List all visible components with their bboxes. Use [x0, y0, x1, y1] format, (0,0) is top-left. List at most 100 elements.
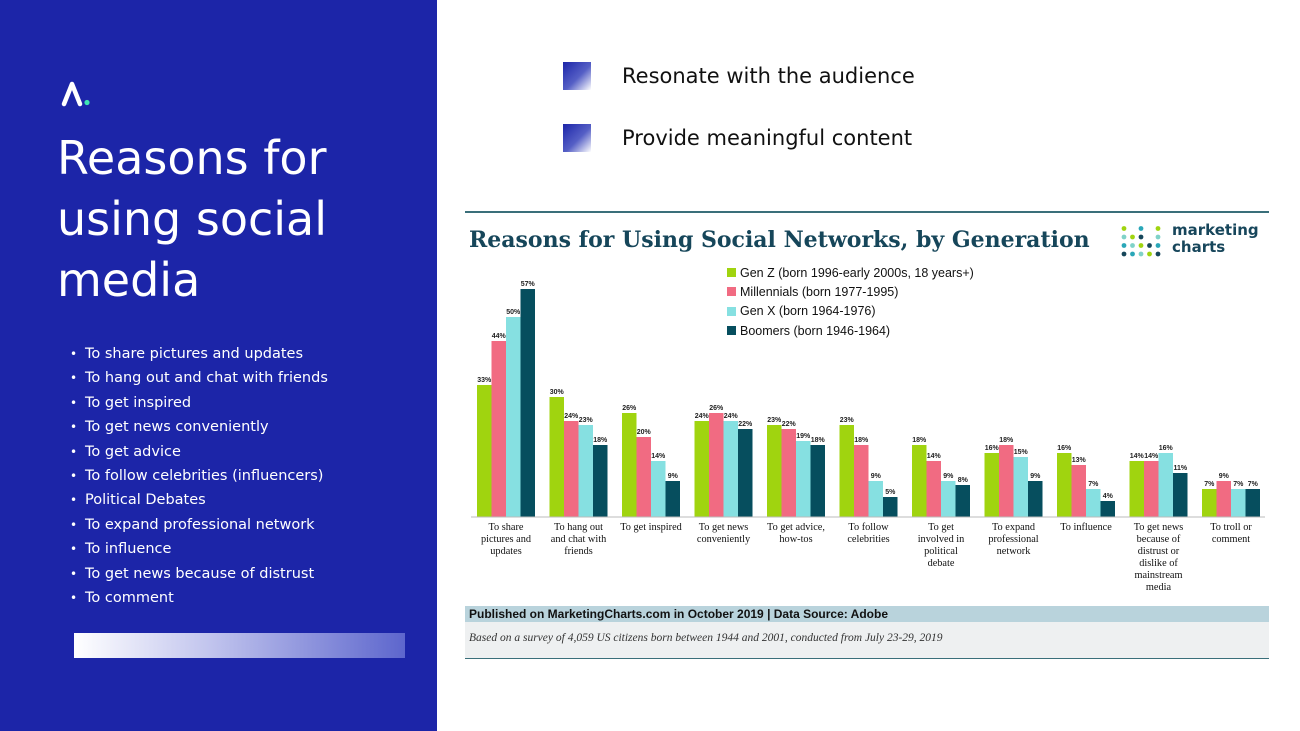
bar-value-label: 44% — [492, 333, 507, 340]
bar-value-label: 14% — [927, 453, 942, 460]
bar — [1202, 489, 1217, 517]
bar — [694, 421, 709, 517]
logo-dot — [1121, 251, 1127, 257]
bar — [839, 425, 854, 517]
bullet-item: To follow celebrities (influencers) — [70, 464, 328, 488]
bar — [883, 497, 898, 517]
bar — [738, 429, 753, 517]
slide-title: Reasons for using social media — [57, 131, 328, 307]
chart-title: Reasons for Using Social Networks, by Ge… — [469, 227, 1090, 253]
point-text: Resonate with the audience — [622, 64, 915, 88]
bar-value-label: 15% — [1014, 449, 1029, 456]
bar — [1129, 461, 1144, 517]
bar-value-label: 7% — [1204, 481, 1215, 488]
bullet-item: Political Debates — [70, 488, 328, 512]
bullet-item: To hang out and chat with friends — [70, 366, 328, 390]
bar — [1057, 453, 1072, 517]
chart-legend: Gen Z (born 1996-early 2000s, 18 years+)… — [727, 263, 974, 340]
legend-label: Gen X (born 1964-1976) — [740, 304, 876, 319]
legend-item: Millennials (born 1977-1995) — [727, 282, 974, 301]
bar-value-label: 18% — [999, 437, 1014, 444]
bar-value-label: 9% — [668, 473, 679, 480]
category-label: To get advice, how-tos — [767, 522, 825, 545]
bar — [520, 289, 535, 517]
square-bullet-icon — [563, 124, 591, 152]
category-label: To get news because of distrust or dislike … — [1134, 522, 1184, 593]
bar — [999, 445, 1014, 517]
bar-chart: 33% 44% 50% 57% To share pictures and updates 3… — [471, 281, 1265, 593]
bar — [984, 453, 999, 517]
logo-dot — [1138, 243, 1144, 248]
bullet-item: To share pictures and updates — [70, 342, 328, 366]
bar — [1028, 481, 1043, 517]
chart-note: Based on a survey of 4,059 US citizens b… — [469, 632, 943, 644]
bar-value-label: 22% — [738, 421, 753, 428]
bar-value-label: 14% — [1130, 453, 1145, 460]
bullet-item: To get news conveniently — [70, 415, 328, 439]
bar — [1100, 501, 1115, 517]
bar — [1071, 465, 1086, 517]
bar-value-label: 7% — [1233, 481, 1244, 488]
bar-value-label: 18% — [854, 437, 869, 444]
bar-value-label: 9% — [871, 473, 882, 480]
bar — [868, 481, 883, 517]
bar-value-label: 26% — [622, 405, 637, 412]
logo-dot — [1155, 234, 1161, 240]
legend-label: Boomers (born 1946-1964) — [740, 323, 891, 338]
bar — [651, 461, 666, 517]
bar-value-label: 16% — [1159, 445, 1174, 452]
bar — [477, 385, 492, 517]
bar — [912, 445, 927, 517]
category-label: To troll or comment — [1210, 522, 1252, 545]
logo-dot — [1155, 226, 1161, 231]
bar-value-label: 11% — [1173, 465, 1187, 472]
logo-dot — [1138, 226, 1144, 231]
bar-value-label: 18% — [912, 437, 927, 444]
bullet-item: To expand professional network — [70, 513, 328, 537]
logo-dot — [1138, 251, 1144, 257]
category-label: To hang out and chat with friends — [551, 522, 607, 557]
bar — [491, 341, 506, 517]
legend-label: Gen Z (born 1996-early 2000s, 18 years+) — [740, 265, 974, 280]
bar-value-label: 16% — [985, 445, 1000, 452]
bar — [709, 413, 724, 517]
bar-value-label: 23% — [579, 417, 594, 424]
chart-image: Reasons for Using Social Networks, by Ge… — [465, 211, 1269, 659]
bar-value-label: 26% — [709, 405, 724, 412]
bar — [955, 485, 970, 517]
point-meaningful-content: Provide meaningful content — [563, 124, 912, 152]
bar-value-label: 9% — [1219, 473, 1230, 480]
bar — [506, 317, 521, 517]
legend-swatch — [727, 306, 736, 316]
legend-swatch — [727, 268, 736, 278]
bullet-item: To comment — [70, 586, 328, 610]
bar — [578, 425, 593, 517]
bar — [1245, 489, 1260, 517]
bar — [549, 397, 564, 517]
bar — [723, 421, 738, 517]
logo-dot — [1121, 234, 1127, 240]
legend-swatch — [727, 326, 736, 336]
category-label: To get news conveniently — [697, 522, 751, 545]
legend-item: Boomers (born 1946-1964) — [727, 321, 974, 340]
bullet-item: To get advice — [70, 440, 328, 464]
logo-dot — [1121, 243, 1127, 248]
bar — [1231, 489, 1246, 517]
bullet-item: To get news because of distrust — [70, 562, 328, 586]
bar-value-label: 23% — [767, 417, 782, 424]
legend-label: Millennials (born 1977-1995) — [740, 284, 899, 299]
bar — [781, 429, 796, 517]
bullet-list: To share pictures and updates To hang ou… — [70, 342, 328, 610]
bar — [796, 441, 811, 517]
bar — [636, 437, 651, 517]
marketingcharts-logo-icon — [1121, 226, 1161, 257]
bar-value-label: 20% — [637, 429, 652, 436]
bar-value-label: 7% — [1088, 481, 1099, 488]
logo-dot — [1130, 234, 1135, 240]
bar — [1013, 457, 1028, 517]
point-resonate: Resonate with the audience — [563, 62, 915, 90]
category-label: To influence — [1060, 522, 1112, 533]
note-bar: Based on a survey of 4,059 US citizens b… — [465, 622, 1269, 658]
brand-line: marketing — [1172, 221, 1259, 239]
bar — [1216, 481, 1231, 517]
